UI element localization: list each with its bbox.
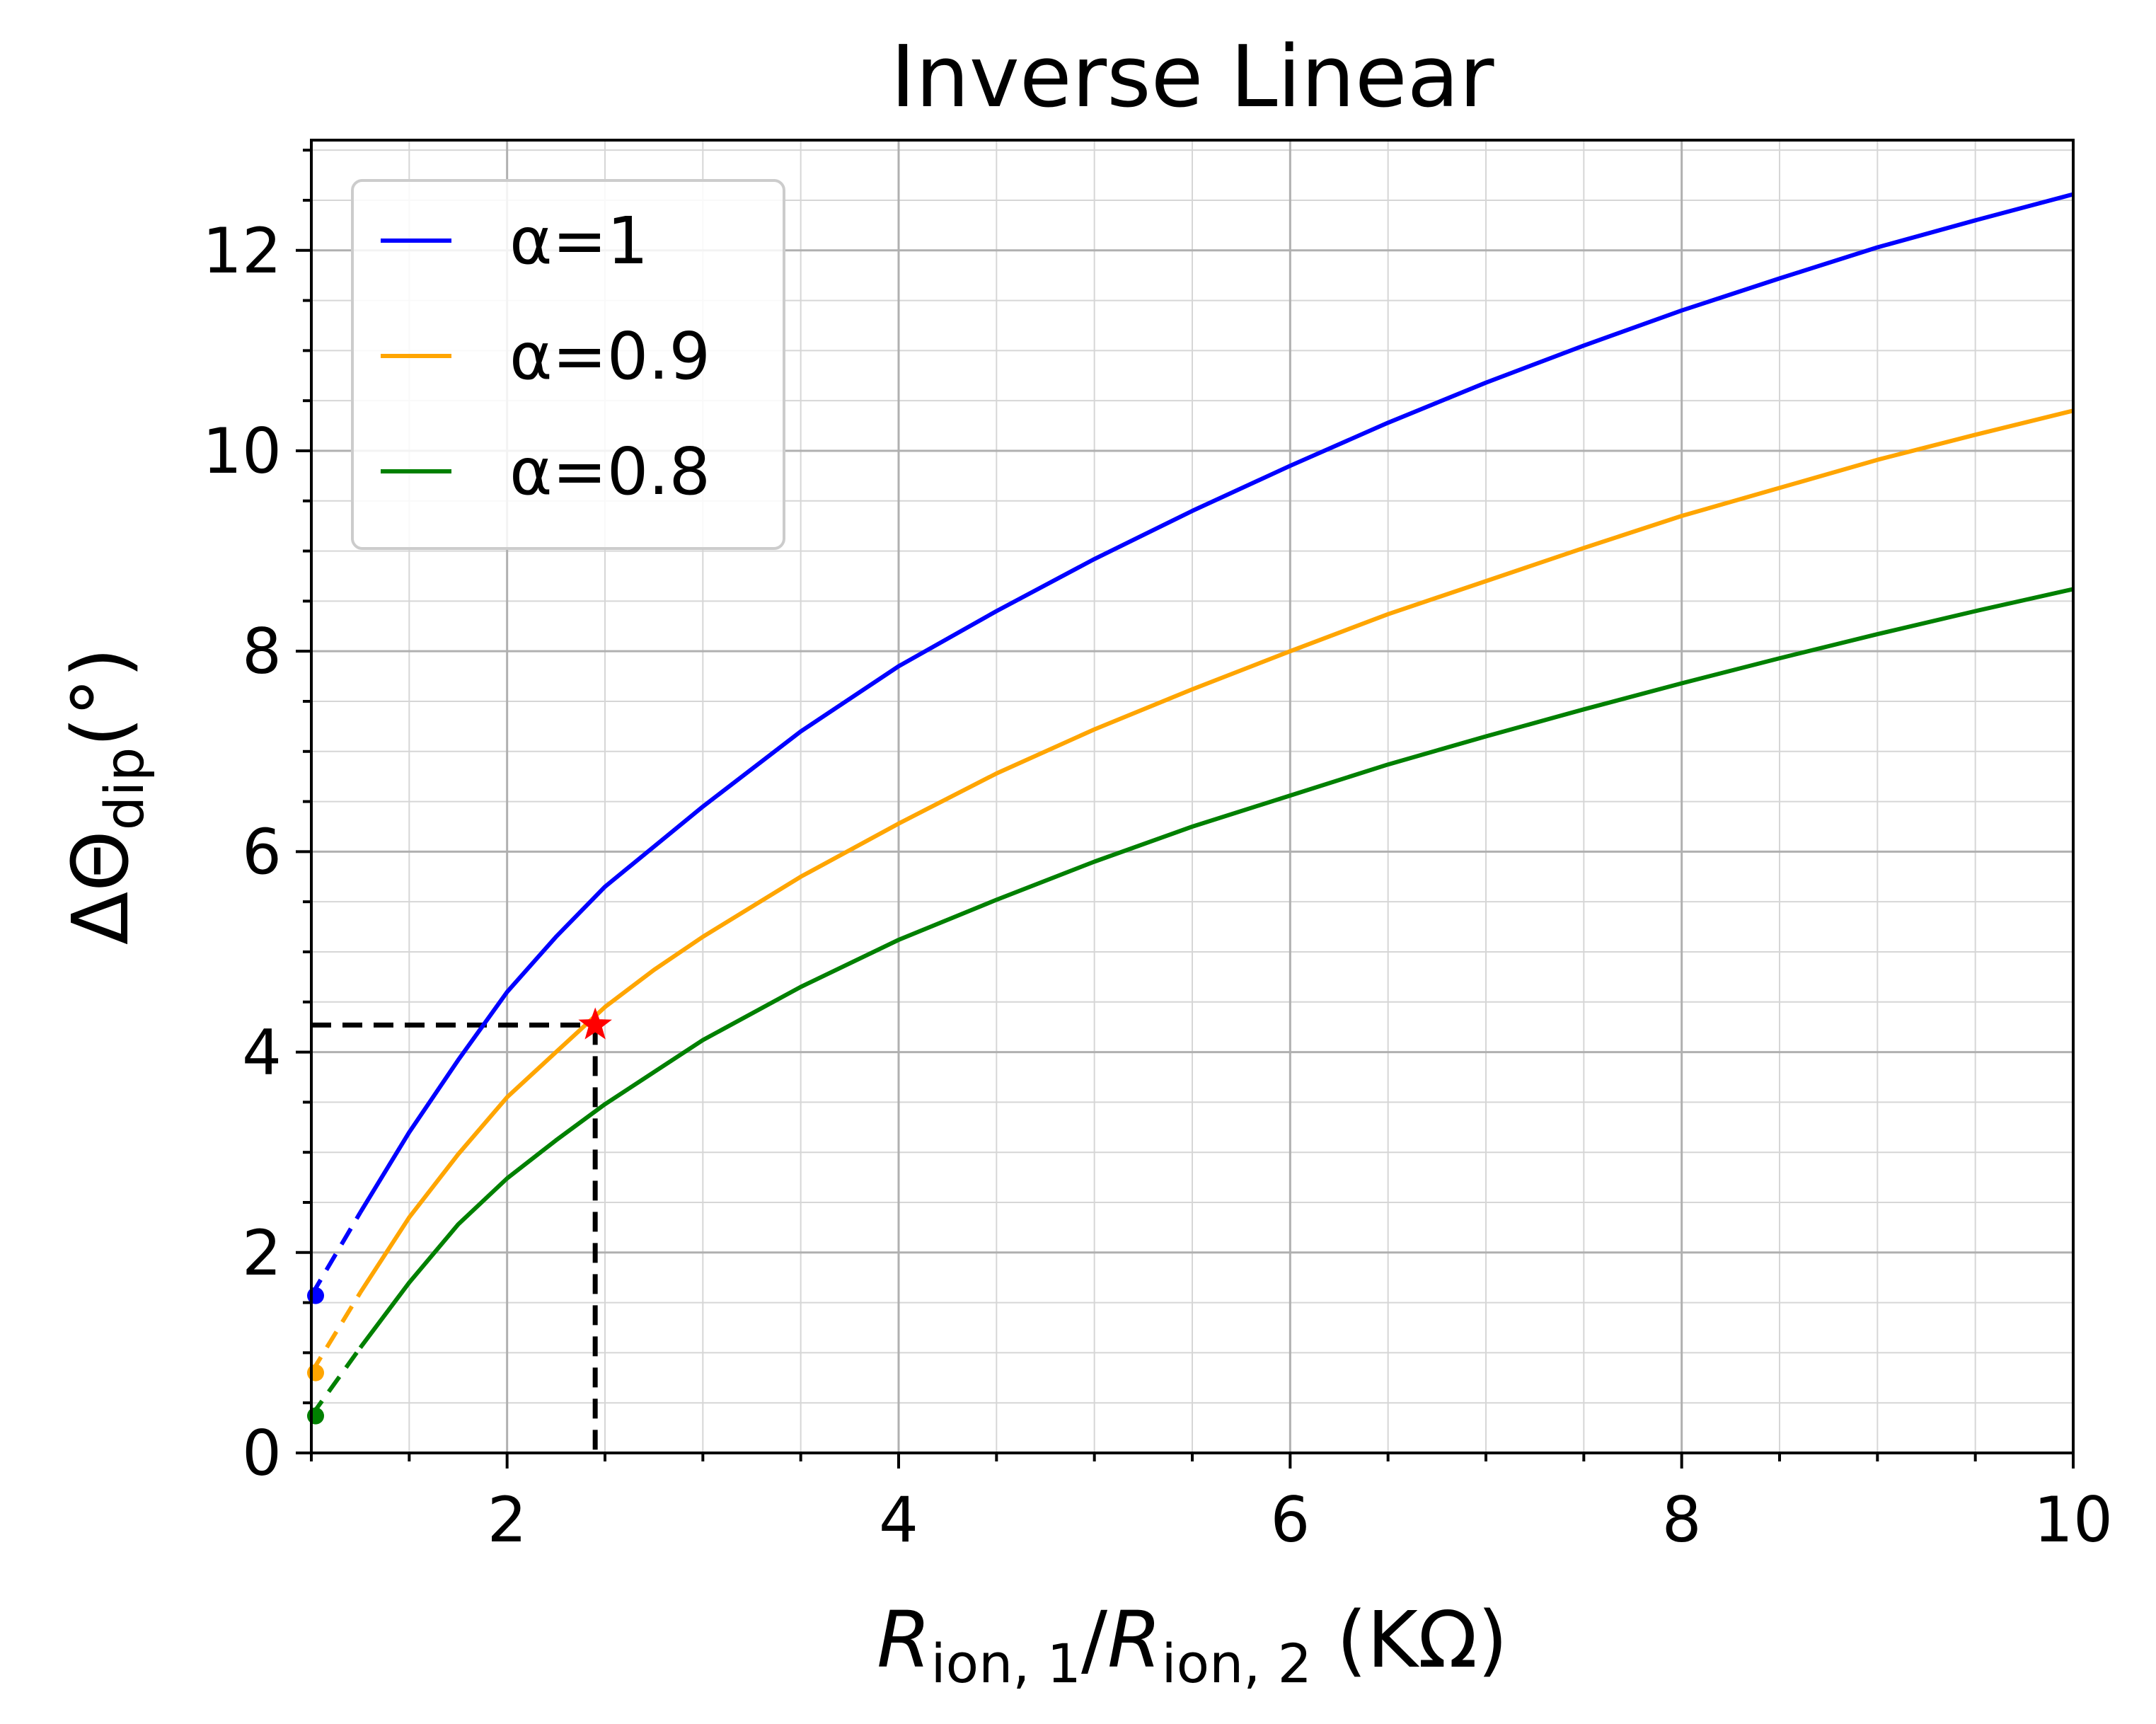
x-label-r2: R — [1107, 1594, 1161, 1685]
series-line-dashed-2 — [309, 1291, 362, 1374]
x-label-r1: R — [877, 1594, 930, 1685]
x-label-sub1: ion, 1 — [931, 1632, 1081, 1695]
x-tick-label: 10 — [2034, 1483, 2113, 1556]
x-label-sub2: ion, 2 — [1161, 1632, 1311, 1695]
y-axis-ticks: 0 2 4 6 8 10 12 — [202, 149, 311, 1490]
x-axis-label: Rion, 1/Rion, 2 (KΩ) — [877, 1594, 1508, 1695]
series-start-point-3 — [307, 1407, 324, 1425]
y-tick-label: 8 — [242, 615, 282, 688]
y-label-main: ΔΘ — [55, 830, 146, 945]
legend: α=1 α=0.9 α=0.8 — [351, 179, 785, 550]
x-tick-label: 6 — [1270, 1483, 1310, 1556]
x-tick-label: 4 — [879, 1483, 918, 1556]
x-label-unit: (KΩ) — [1312, 1594, 1508, 1685]
y-tick-label: 10 — [202, 415, 282, 488]
x-axis-ticks: 2 4 6 8 10 — [310, 1453, 2113, 1556]
y-tick-label: 4 — [242, 1016, 282, 1089]
series-line-2 — [358, 408, 2074, 1294]
x-tick-label: 8 — [1662, 1483, 1702, 1556]
series-start-point-2 — [307, 1364, 324, 1381]
y-label-unit: (°) — [55, 648, 146, 747]
legend-box — [351, 179, 785, 550]
x-tick-label: 2 — [488, 1483, 527, 1556]
legend-label: α=0.8 — [509, 434, 710, 510]
y-label-sub: dip — [93, 747, 156, 831]
series-line-3 — [358, 587, 2074, 1350]
star-marker — [578, 1007, 612, 1040]
y-tick-label: 6 — [242, 815, 282, 888]
legend-label: α=1 — [509, 203, 648, 279]
legend-label: α=0.9 — [509, 318, 710, 394]
highlight-marker-layer — [578, 1007, 612, 1040]
x-label-slash: / — [1081, 1594, 1108, 1685]
series-line-dashed-3 — [309, 1346, 362, 1418]
series-line-dashed-1 — [309, 1211, 362, 1297]
guide-lines — [311, 1022, 598, 1453]
y-tick-label: 0 — [242, 1417, 282, 1490]
series-line-1 — [358, 192, 2074, 1214]
y-tick-label: 12 — [202, 214, 282, 287]
y-axis-label: ΔΘdip(°) — [55, 648, 156, 945]
chart-title: Inverse Linear — [890, 28, 1494, 127]
legend-items: α=1 α=0.9 α=0.8 — [381, 203, 710, 510]
y-tick-label: 2 — [242, 1217, 282, 1289]
minor-grid — [311, 140, 2073, 1453]
series-layer — [307, 192, 2074, 1425]
